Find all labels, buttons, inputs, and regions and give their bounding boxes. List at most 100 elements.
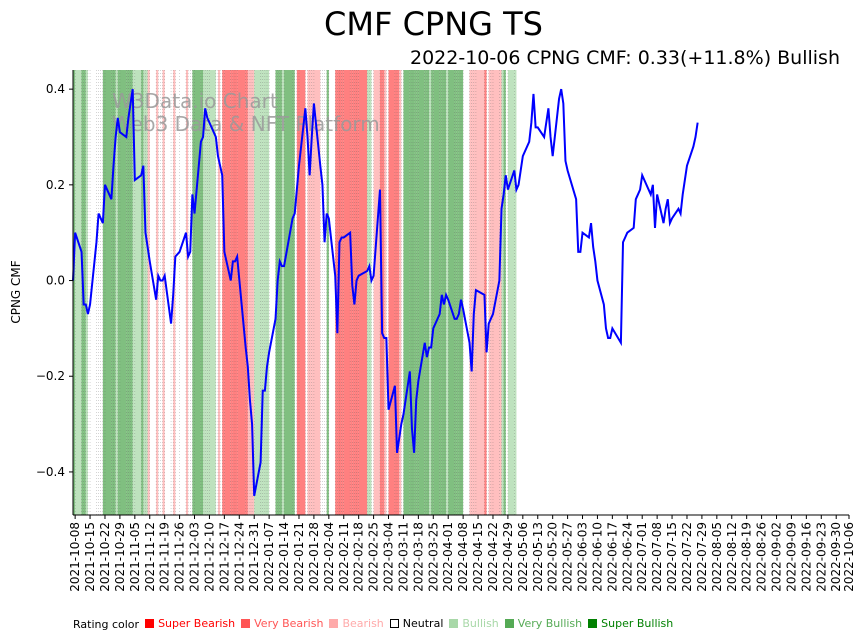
x-tick-label: 2022-08-26 <box>755 522 769 592</box>
rating-band <box>203 70 206 515</box>
rating-band <box>411 70 415 515</box>
legend-item: Super Bullish <box>588 617 673 630</box>
legend-swatch <box>145 619 155 628</box>
y-tick-label: −0.4 <box>36 465 65 479</box>
rating-band <box>441 70 444 515</box>
x-tick-label: 2022-10-06 <box>842 522 856 592</box>
x-tick-label: 2022-09-09 <box>784 522 798 592</box>
rating-band <box>403 70 410 515</box>
rating-band <box>471 70 474 515</box>
rating-band <box>416 70 419 515</box>
x-tick-label: 2022-01-21 <box>292 522 306 592</box>
x-tick-label: 2022-07-15 <box>665 522 679 592</box>
x-tick-label: 2022-06-24 <box>620 522 634 592</box>
rating-band <box>194 70 201 515</box>
x-tick-label: 2022-05-20 <box>546 522 560 592</box>
rating-band <box>141 70 144 515</box>
x-tick-label: 2022-09-02 <box>770 522 784 592</box>
rating-band <box>249 70 253 515</box>
x-tick-label: 2022-02-18 <box>352 522 366 592</box>
rating-band <box>499 70 502 515</box>
rating-band <box>373 70 380 515</box>
legend-item: Neutral <box>389 617 443 630</box>
rating-band <box>456 70 459 515</box>
rating-band <box>130 70 133 515</box>
watermark-line2: Web3 Data & NFT Platform <box>112 112 380 136</box>
x-tick-label: 2021-11-19 <box>158 522 172 592</box>
rating-band <box>503 70 506 515</box>
legend-item: Super Bearish <box>145 617 235 630</box>
legend-item-label: Bullish <box>462 617 499 630</box>
x-tick-label: 2022-05-27 <box>561 522 575 592</box>
rating-band <box>446 70 449 515</box>
x-tick-label: 2022-06-17 <box>605 522 619 592</box>
x-tick-label: 2022-01-07 <box>262 522 276 592</box>
y-axis-label: CPNG CMF <box>9 260 23 323</box>
x-tick-label: 2022-04-29 <box>501 522 515 592</box>
x-tick-label: 2021-10-22 <box>98 522 112 592</box>
chart-title: CMF CPNG TS <box>324 5 543 43</box>
x-tick-label: 2021-11-26 <box>173 522 187 592</box>
x-tick-label: 2022-03-18 <box>411 522 425 592</box>
x-tick-label: 2022-02-04 <box>322 522 336 592</box>
rating-band <box>277 70 280 515</box>
legend-items: Super Bearish Very Bearish Bearish Neutral B… <box>139 617 673 631</box>
rating-band <box>143 70 146 515</box>
rating-band <box>192 70 195 515</box>
x-tick-label: 2022-01-28 <box>307 522 321 592</box>
rating-band <box>279 70 282 515</box>
legend-item: Very Bearish <box>241 617 323 630</box>
rating-band <box>424 70 427 515</box>
x-tick-label: 2022-07-29 <box>695 522 709 592</box>
x-tick-label: 2022-03-25 <box>426 522 440 592</box>
x-tick-label: 2021-10-08 <box>68 522 82 592</box>
rating-band <box>185 70 189 515</box>
y-axis-ticks: −0.4 −0.2 0.0 0.2 0.4 <box>36 82 73 479</box>
x-tick-label: 2022-09-23 <box>814 522 828 592</box>
legend-item: Bullish <box>449 617 499 630</box>
x-axis-ticks: 2021-10-08 2021-10-15 2021-10-22 2021-10-29… <box>68 515 856 592</box>
rating-band <box>267 70 270 515</box>
rating-band <box>367 70 370 515</box>
rating-band <box>209 70 216 515</box>
rating-band <box>469 70 472 515</box>
chart-subtitle: 2022-10-06 CPNG CMF: 0.33(+11.8%) Bullis… <box>409 47 840 69</box>
rating-band <box>311 70 314 515</box>
rating-band <box>113 70 116 515</box>
rating-band <box>418 70 425 515</box>
rating-band <box>252 70 255 515</box>
rating-band <box>119 70 127 515</box>
rating-band <box>369 70 372 515</box>
rating-band <box>458 70 461 515</box>
rating-band <box>298 70 306 515</box>
x-tick-label: 2022-08-19 <box>740 522 754 592</box>
rating-band <box>207 70 210 515</box>
rating-band <box>484 70 487 515</box>
rating-band <box>217 70 221 515</box>
rating-band <box>117 70 120 515</box>
x-tick-label: 2022-08-12 <box>725 522 739 592</box>
rating-band <box>431 70 434 515</box>
rating-band <box>162 70 165 515</box>
rating-band <box>307 70 310 515</box>
rating-band <box>341 70 344 515</box>
x-tick-label: 2022-08-05 <box>710 522 724 592</box>
rating-band <box>230 70 233 515</box>
rating-band <box>426 70 430 515</box>
rating-band <box>414 70 417 515</box>
rating-band <box>284 70 293 515</box>
rating-band <box>439 70 442 515</box>
date-gridlines <box>72 70 515 515</box>
legend-swatch <box>449 619 459 628</box>
y-tick-label: 0.0 <box>46 274 65 288</box>
rating-band <box>205 70 208 515</box>
rating-band <box>200 70 204 515</box>
x-tick-label: 2021-11-12 <box>143 522 157 592</box>
rating-band <box>296 70 299 515</box>
rating-band <box>85 70 88 515</box>
rating-band <box>448 70 455 515</box>
x-tick-label: 2021-12-10 <box>202 522 216 592</box>
x-tick-label: 2021-12-31 <box>247 522 261 592</box>
rating-band <box>83 70 86 515</box>
rating-band <box>461 70 464 515</box>
